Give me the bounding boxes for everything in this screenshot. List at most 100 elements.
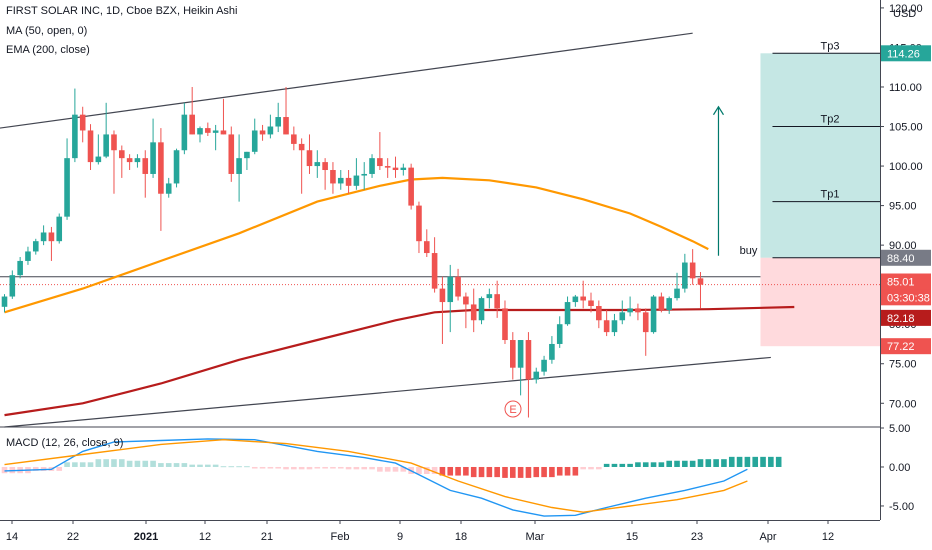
candle-body [361, 173, 368, 176]
macd-histogram-bar [173, 463, 180, 467]
candle-body [588, 300, 594, 307]
candle-body [541, 359, 547, 372]
candle-body [619, 312, 626, 321]
macd-tick-label: -5.00 [889, 501, 914, 513]
candle-body [400, 167, 407, 171]
macd-histogram-bar [486, 466, 493, 478]
macd-histogram-bar [416, 466, 422, 474]
candle-body [533, 371, 540, 380]
candle-body [572, 296, 579, 303]
date-tick-label: Apr [759, 531, 776, 543]
macd-histogram-bar [666, 460, 672, 467]
candle-body [556, 324, 563, 344]
date-tick-label: 23 [691, 531, 703, 543]
macd-histogram-bar [322, 466, 328, 469]
channel-trendline [4, 356, 771, 428]
macd-histogram-bar [736, 456, 743, 467]
candle-body [314, 162, 321, 167]
ema-legend[interactable]: EMA (200, close) [6, 44, 90, 56]
chart-title[interactable]: FIRST SOLAR INC, 1D, Cboe BZX, Heikin As… [6, 5, 238, 17]
candle-body [64, 158, 70, 217]
candle-body [666, 298, 672, 310]
candle-body [486, 294, 493, 299]
candle-body [447, 276, 454, 303]
macd-histogram-bar [470, 466, 477, 478]
macd-histogram-bar [478, 466, 485, 478]
candle-body [244, 151, 250, 159]
candle-body [603, 320, 610, 333]
signal-line [4, 438, 748, 513]
macd-histogram-bar [658, 462, 665, 467]
macd-histogram-bar [126, 460, 133, 467]
candle-body [345, 177, 352, 186]
macd-histogram-bar [244, 466, 250, 468]
candle-body [517, 340, 524, 368]
macd-histogram-bar [752, 456, 759, 467]
candle-body [72, 114, 78, 159]
macd-histogram-bar [439, 466, 446, 476]
macd-histogram-bar [392, 466, 399, 472]
macd-legend[interactable]: MACD (12, 26, close, 9) [6, 437, 124, 449]
macd-histogram-bar [423, 466, 430, 474]
date-tick-label: 21 [261, 531, 273, 543]
price-tag-label: 114.26 [887, 48, 920, 60]
candle-body [220, 130, 227, 135]
candle-body [330, 170, 336, 184]
position-zones [760, 53, 880, 347]
candle-body [611, 320, 618, 333]
macd-histogram-bar [165, 463, 172, 467]
macd-histogram-bar [220, 466, 227, 468]
macd-line [4, 438, 748, 517]
macd-histogram-bar [134, 460, 141, 467]
macd-histogram-bar [697, 459, 704, 467]
target-arrowhead [712, 105, 724, 116]
macd-histogram-bar [775, 456, 782, 467]
candle-body [48, 232, 55, 242]
price-tag-bg [881, 338, 931, 355]
candle-body [228, 134, 235, 174]
macd-histogram-bar [87, 462, 94, 467]
macd-histogram-bar [642, 462, 649, 467]
candle-body [353, 175, 360, 186]
macd-histogram-bar [337, 466, 344, 469]
price-tag-label: 85.01 [887, 277, 915, 289]
candle-body [17, 260, 23, 276]
macd-histogram-bar [689, 460, 696, 467]
macd-histogram-bar [361, 466, 368, 470]
macd-histogram-bar [259, 466, 266, 469]
candle-body [525, 340, 532, 380]
target-label: Tp1 [821, 189, 840, 201]
candle-body [291, 134, 297, 144]
macd-histogram-bar [619, 463, 626, 467]
channel-trendline [0, 32, 693, 129]
candle-body [322, 162, 328, 171]
macd-histogram-bar [251, 466, 258, 469]
candle-body [470, 304, 477, 321]
target-label: Tp2 [821, 114, 840, 126]
macd-tick-label: 5.00 [889, 423, 910, 435]
candle-body [682, 262, 688, 289]
ema-200-line [4, 305, 795, 417]
macd-histogram-bar [275, 466, 281, 469]
candle-body [212, 130, 219, 133]
candle-body [79, 114, 86, 131]
candle-body [259, 130, 266, 135]
macd-tick-label: 0.00 [889, 462, 910, 474]
candle-body [142, 158, 149, 174]
price-tick-label: 100.00 [889, 161, 923, 173]
macd-histogram-bar [79, 462, 86, 467]
macd-histogram-bar [728, 456, 735, 467]
candle-body [134, 158, 141, 163]
trendlines [0, 32, 880, 428]
ma-50-line [4, 176, 709, 314]
macd-histogram-bar [400, 466, 407, 472]
macd-histogram-bar [197, 464, 203, 467]
candle-body [173, 150, 180, 184]
candle-body [642, 312, 649, 333]
ma-legend[interactable]: MA (50, open, 0) [6, 25, 88, 37]
candle-body [165, 183, 172, 194]
candle-body [627, 308, 633, 313]
macd-histogram-bar [103, 459, 109, 467]
macd-histogram-bar [150, 460, 156, 467]
